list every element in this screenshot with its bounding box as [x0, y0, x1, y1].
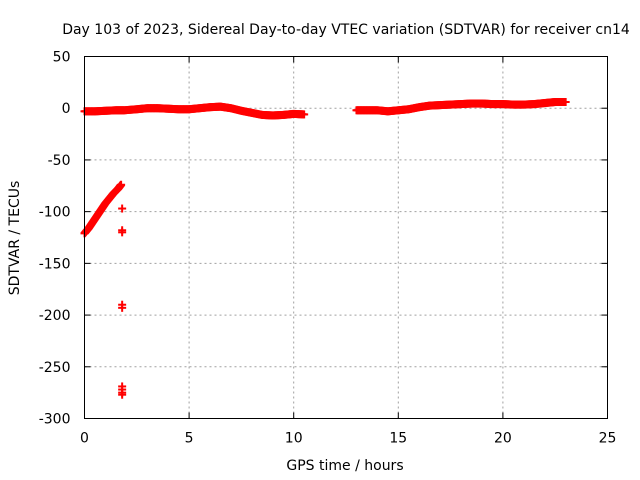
- y-tick-label: -150: [39, 256, 71, 272]
- y-tick-label: -50: [48, 153, 71, 169]
- outliers-point: [118, 204, 127, 213]
- outliers-point: [118, 390, 127, 399]
- y-tick-label: -200: [39, 308, 71, 324]
- x-tick-label: 5: [185, 431, 194, 447]
- y-tick-label: -250: [39, 360, 71, 376]
- axis-ticks: 0 5 10 15 20 25 50 0 -50 -100 -150 -200 -250 -300: [39, 50, 617, 447]
- outliers-point: [118, 228, 127, 237]
- y-tick-label: -100: [39, 205, 71, 221]
- y-tick-label: 0: [62, 101, 71, 117]
- outliers-point: [118, 303, 127, 312]
- y-axis-label: SDTVAR / TECUs: [7, 181, 23, 296]
- x-tick-label: 25: [599, 431, 617, 447]
- x-tick-label: 15: [389, 431, 407, 447]
- main-trace-point: [300, 110, 309, 119]
- data-points: [80, 98, 570, 399]
- y-tick-label: -300: [39, 412, 71, 428]
- late-trace-point: [561, 98, 570, 107]
- ramp-point: [117, 180, 126, 189]
- x-axis-label: GPS time / hours: [286, 458, 403, 474]
- x-tick-label: 10: [285, 431, 303, 447]
- y-tick-label: 50: [53, 50, 71, 66]
- x-tick-label: 20: [494, 431, 512, 447]
- plot-frame: [84, 56, 608, 419]
- x-tick-label: 0: [80, 431, 89, 447]
- chart-title: Day 103 of 2023, Sidereal Day-to-day VTE…: [62, 22, 630, 38]
